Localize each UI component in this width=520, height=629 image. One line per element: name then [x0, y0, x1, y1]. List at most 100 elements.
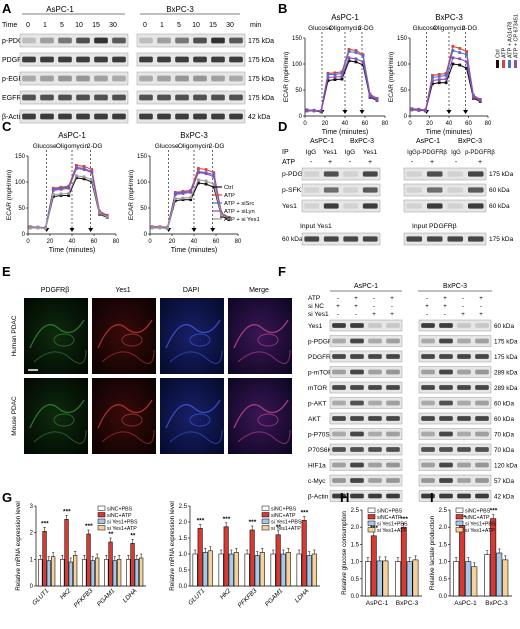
bar [51, 556, 56, 587]
kda-label: 60 kDa [489, 203, 510, 210]
blot-strip-aspc1 [329, 381, 403, 394]
band [229, 56, 243, 63]
ip-blot-left [301, 167, 381, 181]
legend-swatch [97, 505, 106, 511]
data-point [90, 178, 94, 182]
category-label: HK2 [219, 587, 233, 601]
band [112, 37, 126, 44]
category-label: AsPC-1 [454, 600, 477, 607]
legend-swatch [508, 60, 511, 68]
data-point [437, 73, 441, 76]
blot-strip-bxpc3 [136, 52, 246, 67]
atp-sign: - [349, 159, 352, 166]
data-point [28, 226, 32, 230]
bar [395, 561, 401, 597]
band [304, 187, 320, 193]
atp-sign: + [478, 159, 482, 166]
band [457, 493, 471, 499]
panel-letter-a: A [2, 1, 12, 16]
band [58, 94, 72, 101]
data-point [361, 60, 365, 64]
y-tick-label: 2.5 [439, 508, 448, 514]
condition-sign: + [336, 303, 340, 310]
data-point [220, 213, 223, 217]
y-tick-label: 0.5 [439, 577, 448, 583]
legend-swatch [367, 527, 376, 533]
band [350, 416, 364, 421]
data-point [173, 197, 177, 201]
band [457, 385, 471, 390]
band [76, 56, 90, 63]
band [139, 37, 153, 44]
panel-letter-h: H [340, 490, 349, 505]
blot-row-label: AKT [308, 416, 321, 423]
band [439, 447, 453, 452]
x-tick-label: 0 [303, 121, 307, 127]
band [386, 338, 400, 344]
condition-sign: + [372, 311, 376, 318]
blot-strip-aspc1 [329, 443, 403, 456]
data-point [158, 226, 162, 230]
y-tick-label: 150 [397, 36, 408, 42]
significance-marker: ** [130, 532, 136, 539]
micrograph-image [24, 378, 88, 454]
band [421, 323, 435, 328]
blot-row-label: p-P70S6K [308, 432, 338, 439]
blot-strip-aspc1 [329, 459, 403, 471]
bar [365, 561, 371, 597]
data-point [82, 177, 86, 181]
group-label: AsPC-1 [354, 283, 378, 290]
band [368, 462, 382, 468]
band [467, 171, 484, 177]
data-point [333, 75, 337, 79]
time-point: 5 [177, 22, 181, 29]
data-point [354, 51, 358, 54]
kda-label: 175 kDa [248, 95, 274, 102]
band [350, 385, 364, 390]
data-point [354, 57, 358, 61]
y-tick-label: 0 [22, 232, 26, 238]
band [426, 187, 443, 193]
band [332, 338, 346, 344]
band [157, 37, 171, 44]
band [386, 400, 400, 406]
band [58, 113, 72, 120]
band [457, 416, 471, 421]
bar [301, 520, 307, 587]
bar [90, 560, 95, 587]
category-label: HK2 [59, 587, 73, 601]
data-point [82, 175, 86, 179]
ip-lane-label: IgG [306, 149, 316, 156]
legend-entry: siNC+PBS [465, 508, 491, 514]
condition-sign: - [355, 311, 357, 318]
blot-row-label: mTOR [308, 385, 327, 392]
y-tick-label: 2.0 [179, 520, 188, 526]
band [94, 113, 108, 120]
data-point [51, 188, 55, 192]
x-tick-label: 40 [446, 121, 453, 127]
band [439, 354, 453, 359]
band [368, 323, 382, 328]
ip-lane-label: Yes1 [363, 149, 378, 156]
legend-swatch [261, 512, 270, 518]
blot-strip-bxpc3 [136, 71, 246, 86]
annotation-glucose: Glucose [155, 143, 179, 150]
band [332, 354, 346, 359]
data-point [340, 71, 344, 75]
data-point [212, 182, 216, 186]
band [457, 338, 471, 344]
bar [465, 561, 472, 597]
band [439, 462, 453, 468]
band [350, 369, 364, 375]
band [350, 354, 364, 359]
condition-sign: - [337, 295, 339, 302]
band [421, 338, 435, 344]
legend-swatch [97, 512, 106, 518]
group-label: AsPC-1 [310, 138, 334, 145]
data-point [431, 82, 434, 86]
y-tick-label: 3 [30, 504, 34, 510]
data-point [333, 73, 337, 76]
kda-label: 175 kDa [494, 339, 518, 346]
category-label: LDHA [122, 587, 139, 604]
